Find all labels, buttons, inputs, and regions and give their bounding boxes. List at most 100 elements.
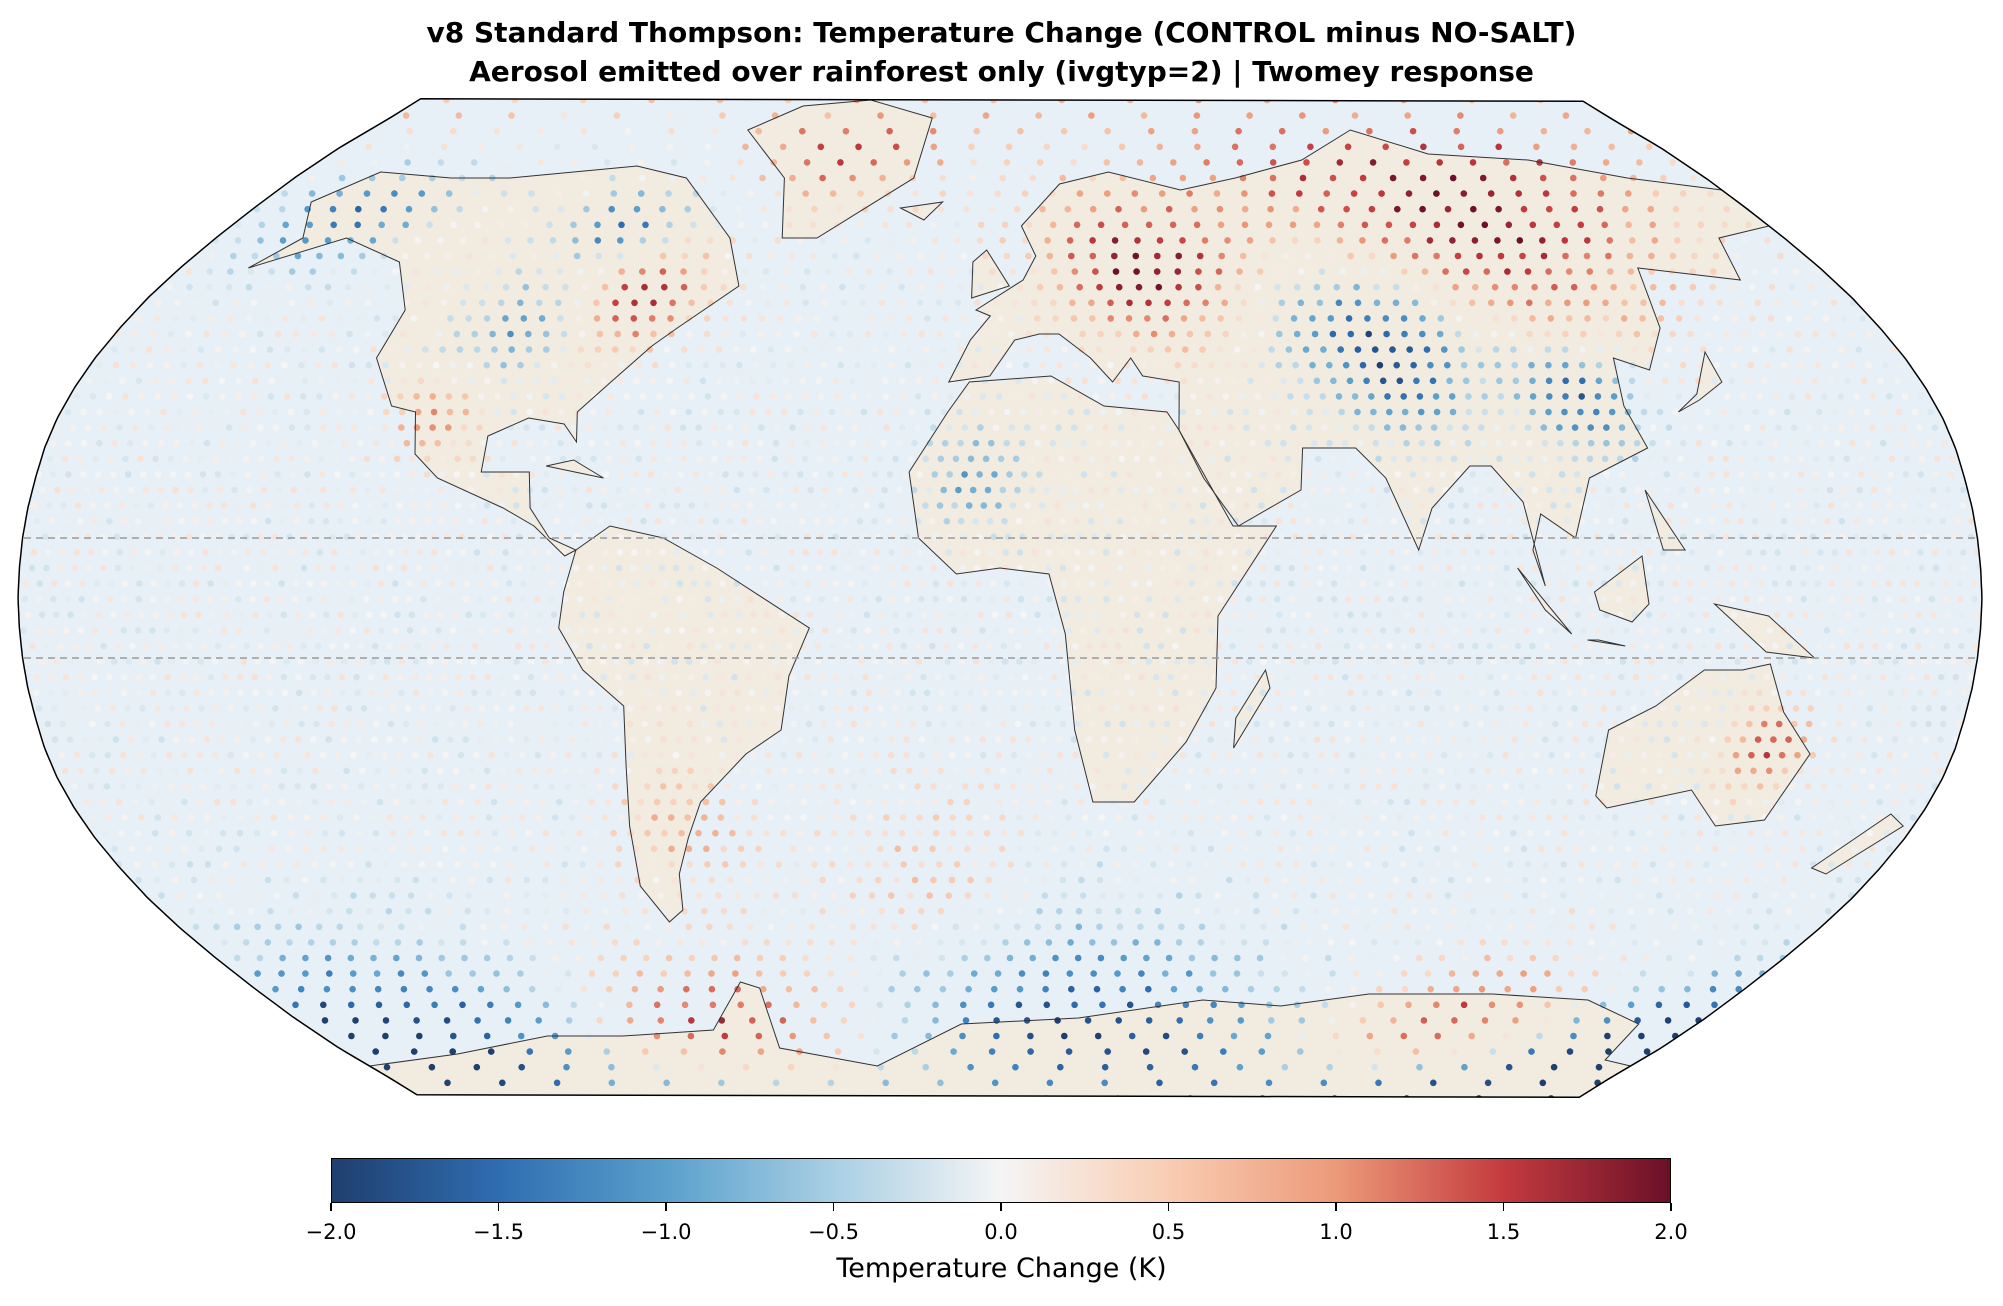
data-point — [1335, 533, 1342, 541]
data-point — [1208, 627, 1215, 634]
data-point — [1055, 736, 1062, 743]
data-point — [353, 814, 360, 821]
data-point — [1711, 970, 1718, 977]
data-point — [824, 845, 832, 853]
data-point — [1172, 642, 1179, 650]
data-point — [1292, 907, 1300, 915]
data-point — [668, 861, 675, 868]
data-point — [631, 985, 639, 993]
data-point — [1842, 502, 1850, 509]
data-point — [30, 549, 38, 556]
data-point — [33, 689, 40, 697]
data-point — [1065, 1048, 1073, 1055]
data-point — [1170, 471, 1178, 478]
data-point — [1886, 502, 1893, 509]
data-point — [1541, 705, 1549, 712]
data-point — [81, 611, 88, 619]
data-point — [249, 736, 256, 743]
data-point — [48, 627, 56, 634]
data-point — [1847, 408, 1855, 416]
data-point — [1700, 580, 1708, 587]
data-point — [741, 939, 749, 946]
data-point — [554, 424, 562, 431]
data-point — [477, 736, 485, 743]
data-point — [1502, 892, 1509, 899]
data-point — [1693, 471, 1700, 478]
data-point — [789, 1032, 796, 1040]
data-point — [743, 658, 750, 665]
data-point — [1325, 954, 1332, 962]
data-point — [1157, 705, 1165, 712]
data-point — [544, 689, 551, 697]
data-point — [1643, 580, 1651, 587]
data-point — [89, 502, 96, 509]
data-point — [1662, 658, 1670, 665]
data-point — [887, 892, 895, 899]
data-point — [147, 502, 155, 509]
data-point — [1370, 673, 1378, 681]
data-point — [1095, 439, 1103, 447]
data-point — [1381, 845, 1389, 853]
data-point — [597, 517, 604, 525]
data-point — [1686, 642, 1693, 650]
data-point — [957, 907, 964, 915]
data-point — [1018, 970, 1026, 977]
data-point — [1939, 517, 1947, 525]
data-point — [334, 595, 342, 603]
data-point — [1972, 611, 1980, 619]
data-point — [1071, 424, 1078, 431]
data-point — [1431, 564, 1439, 572]
data-point — [621, 408, 629, 416]
data-point — [94, 705, 102, 712]
data-point — [1289, 798, 1297, 806]
data-point — [1368, 486, 1376, 494]
data-point — [1632, 876, 1640, 884]
data-point — [1734, 673, 1741, 681]
data-point — [1372, 439, 1380, 447]
data-point — [1435, 533, 1443, 541]
data-point — [1457, 642, 1465, 650]
data-point — [980, 502, 988, 509]
data-point — [47, 689, 55, 697]
data-point — [1517, 798, 1525, 806]
data-point — [1202, 549, 1210, 556]
data-point — [274, 471, 281, 478]
data-point — [1454, 471, 1461, 478]
data-point — [124, 471, 132, 478]
data-point — [1846, 564, 1854, 572]
data-point — [1753, 923, 1760, 931]
data-point — [1096, 923, 1103, 931]
data-point — [273, 455, 280, 463]
data-point — [1181, 673, 1189, 681]
data-point — [1295, 783, 1303, 790]
data-point — [546, 845, 553, 853]
data-point — [718, 486, 726, 494]
data-point — [834, 393, 841, 400]
data-point — [1756, 689, 1763, 697]
data-point — [1149, 720, 1156, 728]
data-point — [151, 783, 158, 790]
data-point — [1527, 923, 1534, 931]
data-point — [373, 939, 380, 946]
data-point — [171, 642, 179, 650]
data-point — [1566, 783, 1573, 790]
data-point — [1542, 861, 1550, 868]
data-point — [416, 736, 424, 743]
data-point — [1185, 471, 1192, 478]
data-point — [357, 783, 365, 790]
data-point — [781, 767, 788, 775]
data-point — [27, 533, 34, 541]
data-point — [1602, 736, 1610, 743]
data-point — [387, 720, 395, 728]
data-point — [497, 486, 504, 494]
data-point — [1187, 439, 1195, 447]
data-point — [149, 689, 157, 697]
data-point — [1264, 783, 1271, 790]
data-point — [278, 580, 286, 587]
data-point — [611, 751, 618, 759]
data-point — [891, 1032, 898, 1040]
data-point — [1230, 1032, 1238, 1040]
data-point — [1637, 627, 1645, 634]
data-point — [739, 861, 747, 868]
data-point — [916, 549, 924, 556]
